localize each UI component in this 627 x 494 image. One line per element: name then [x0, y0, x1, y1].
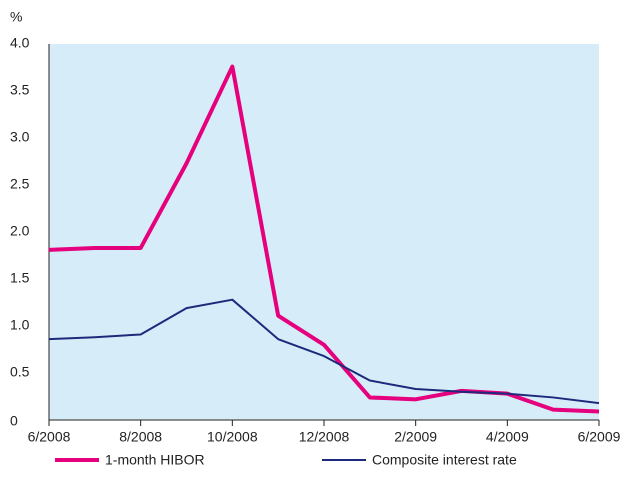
y-tick-label: 3.0 [10, 129, 30, 145]
y-axis-label: % [10, 9, 22, 25]
y-tick-label: 1.0 [10, 317, 30, 333]
x-tick-label: 4/2009 [486, 429, 529, 445]
x-tick-label: 6/2009 [578, 429, 621, 445]
x-tick-label: 12/2008 [299, 429, 350, 445]
plot-background [49, 44, 599, 420]
legend-label: Composite interest rate [372, 452, 517, 468]
y-tick-label: 4.0 [10, 35, 30, 51]
series-line [48, 298, 600, 405]
y-tick-label: 3.5 [10, 82, 30, 98]
legend-label: 1-month HIBOR [105, 452, 205, 468]
y-tick-label: 2.5 [10, 176, 30, 192]
y-tick-label: 0.5 [10, 364, 30, 380]
y-tick-label: 0 [10, 413, 18, 429]
x-tick-label: 2/2009 [394, 429, 437, 445]
x-tick-label: 6/2008 [28, 429, 71, 445]
y-tick-label: 1.5 [10, 270, 30, 286]
x-tick-label: 8/2008 [119, 429, 162, 445]
x-tick-label: 10/2008 [207, 429, 258, 445]
y-tick-label: 2.0 [10, 223, 30, 239]
